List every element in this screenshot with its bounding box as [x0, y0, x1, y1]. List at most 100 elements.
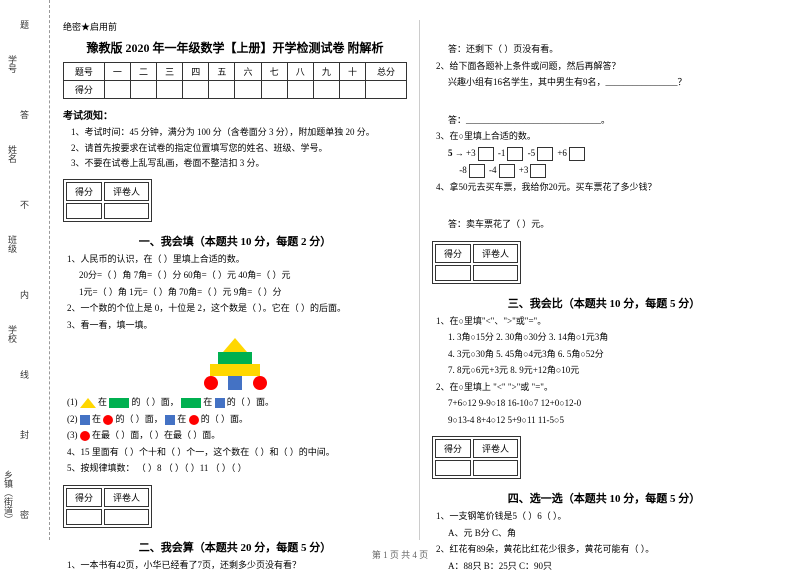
right-column: 答：还剩下（ ）页没有看。 2、给下面各题补上条件或问题，然后再解答？ 兴趣小组… — [424, 20, 784, 540]
triangle-icon — [223, 338, 247, 352]
table-row: 得分 — [64, 81, 407, 99]
question: 3、在○里填上合适的数。 — [436, 130, 776, 144]
question: 2、在○里填上 "<" ">"或 "="。 — [436, 381, 776, 395]
question-sub: 7+6○12 9-9○18 16-10○7 12+0○12-0 — [448, 397, 776, 411]
column-divider — [419, 20, 420, 540]
blank-box[interactable] — [469, 164, 485, 178]
cell: 十 — [339, 63, 365, 81]
answer-line: 答：卖车票花了（ ）元。 — [448, 218, 776, 232]
margin-text: 封 — [18, 430, 31, 439]
question-sub: 1元=（ ）角 1元=（ ）角 70角=（ ）元 9角=（ ）分 — [79, 286, 407, 300]
blank-box[interactable] — [499, 164, 515, 178]
triangle-icon — [80, 398, 96, 408]
cell: 评卷人 — [104, 182, 149, 201]
page-content: 绝密★启用前 豫教版 2020 年一年级数学【上册】开学检测试卷 附解析 题号 … — [0, 0, 800, 540]
blank-box[interactable] — [569, 147, 585, 161]
cell: 评卷人 — [473, 439, 518, 458]
square-icon — [215, 398, 225, 408]
cell: 得分 — [64, 81, 105, 99]
secret-label: 绝密★启用前 — [63, 20, 407, 33]
question-sub: 20分=（ ）角 7角=（ ）分 60角=（ ）元 40角=（ ）元 — [79, 269, 407, 283]
answer-line: 答：还剩下（ ）页没有看。 — [448, 43, 776, 57]
grade-box: 得分评卷人 — [63, 179, 152, 222]
rect-icon — [181, 398, 201, 408]
answer-line: 答：______________________________。 — [448, 114, 776, 128]
shape-figure — [63, 338, 407, 390]
question: 4、拿50元去买车票，我给你20元。买车票花了多少钱？ — [436, 181, 776, 195]
cell: 得分 — [435, 439, 471, 458]
circle-icon — [204, 376, 218, 390]
circle-icon — [253, 376, 267, 390]
blank-box[interactable] — [537, 147, 553, 161]
square-icon — [80, 415, 90, 425]
question: 2、一个数的个位上是 0，十位是 2，这个数是（ ）。它在（ ）的后面。 — [67, 302, 407, 316]
cell: 一 — [104, 63, 130, 81]
question-sub: 7. 8元○6元+3元 8. 9元+12角○10元 — [448, 364, 776, 378]
square-icon — [228, 376, 242, 390]
rect-icon — [109, 398, 129, 408]
margin-text: 题 — [18, 20, 31, 29]
question: 2、给下面各题补上条件或问题，然后再解答？ — [436, 60, 776, 74]
rect-icon — [210, 364, 260, 376]
margin-text: 密 — [18, 510, 31, 519]
equation: -8 -4 +3 — [448, 164, 776, 178]
question: 1、人民币的认识，在（ ）里填上合适的数。 — [67, 253, 407, 267]
score-table: 题号 一 二 三 四 五 六 七 八 九 十 总分 得分 — [63, 62, 407, 99]
section-title: 一、我会填（本题共 10 分，每题 2 分） — [63, 233, 407, 249]
question: 4、15 里面有（ ）个十和（ ）个一，这个数在（ ）和（ ）的中间。 — [67, 446, 407, 460]
rect-icon — [218, 352, 252, 364]
margin-text: 学校 — [6, 325, 19, 343]
margin-text: 线 — [18, 370, 31, 379]
question-sub: (2) 在 的（ ）面， 在 的（ ）面。 — [67, 413, 407, 427]
notice-item: 1、考试时间：45 分钟，满分为 100 分（含卷面分 3 分），附加题单独 2… — [71, 126, 407, 139]
cell: 三 — [157, 63, 183, 81]
circle-icon — [103, 415, 113, 425]
margin-text: 班级 — [6, 235, 19, 253]
cell: 得分 — [66, 182, 102, 201]
cell: 得分 — [435, 244, 471, 263]
circle-icon — [189, 415, 199, 425]
cell: 总分 — [366, 63, 407, 81]
question-sub: A：88只 B：25只 C：90只 — [448, 560, 776, 573]
margin-text: 不 — [18, 200, 31, 209]
page-footer: 第 1 页 共 4 页 — [0, 548, 800, 561]
cell: 二 — [130, 63, 156, 81]
question: 5、按规律填数： （ ）8 （ ）（ ）11 （ ）（ ） — [67, 462, 407, 476]
cell: 得分 — [66, 488, 102, 507]
grade-box: 得分评卷人 — [63, 485, 152, 528]
cell: 七 — [261, 63, 287, 81]
blank-box[interactable] — [530, 164, 546, 178]
table-row: 题号 一 二 三 四 五 六 七 八 九 十 总分 — [64, 63, 407, 81]
margin-text: 学号 — [6, 55, 19, 73]
section-title: 三、我会比（本题共 10 分，每题 5 分） — [432, 295, 776, 311]
question-sub: (3) 在最（ ）面，（ ）在最（ ）面。 — [67, 429, 407, 443]
blank-box[interactable] — [478, 147, 494, 161]
question: 1、在○里填"<"、">"或"="。 — [436, 315, 776, 329]
cell: 题号 — [64, 63, 105, 81]
cell: 评卷人 — [104, 488, 149, 507]
section-title: 四、选一选（本题共 10 分，每题 5 分） — [432, 490, 776, 506]
cell: 六 — [235, 63, 261, 81]
question: 3、看一看，填一填。 — [67, 319, 407, 333]
cell: 九 — [313, 63, 339, 81]
exam-title: 豫教版 2020 年一年级数学【上册】开学检测试卷 附解析 — [63, 39, 407, 56]
cell: 四 — [183, 63, 209, 81]
binding-margin: 题 学号 答 姓名 不 班级 内 学校 线 封 乡镇（街道） 密 — [0, 0, 50, 540]
left-column: 绝密★启用前 豫教版 2020 年一年级数学【上册】开学检测试卷 附解析 题号 … — [55, 20, 415, 540]
square-icon — [165, 415, 175, 425]
margin-text: 答 — [18, 110, 31, 119]
cell: 评卷人 — [473, 244, 518, 263]
notice-item: 3、不要在试卷上乱写乱画，卷面不整洁扣 3 分。 — [71, 157, 407, 170]
question-sub: (1) 在 的（ ）面， 在 的（ ）面。 — [67, 396, 407, 410]
question-sub: 1. 3角○15分 2. 30角○30分 3. 14角○1元3角 — [448, 331, 776, 345]
question-sub: 9○13-4 8+4○12 5+9○11 11-5○5 — [448, 414, 776, 428]
notice-head: 考试须知： — [63, 107, 407, 122]
question-sub: 兴趣小组有16名学生，其中男生有9名，________________？ — [448, 76, 776, 90]
grade-box: 得分评卷人 — [432, 436, 521, 479]
margin-text: 姓名 — [6, 145, 19, 163]
question-sub: A、元 B分 C、角 — [448, 527, 776, 541]
equation: 5 → +3 -1 -5 +6 — [448, 147, 776, 161]
blank-box[interactable] — [507, 147, 523, 161]
margin-text: 内 — [18, 290, 31, 299]
question-sub: 4. 3元○30角 5. 45角○4元3角 6. 5角○52分 — [448, 348, 776, 362]
